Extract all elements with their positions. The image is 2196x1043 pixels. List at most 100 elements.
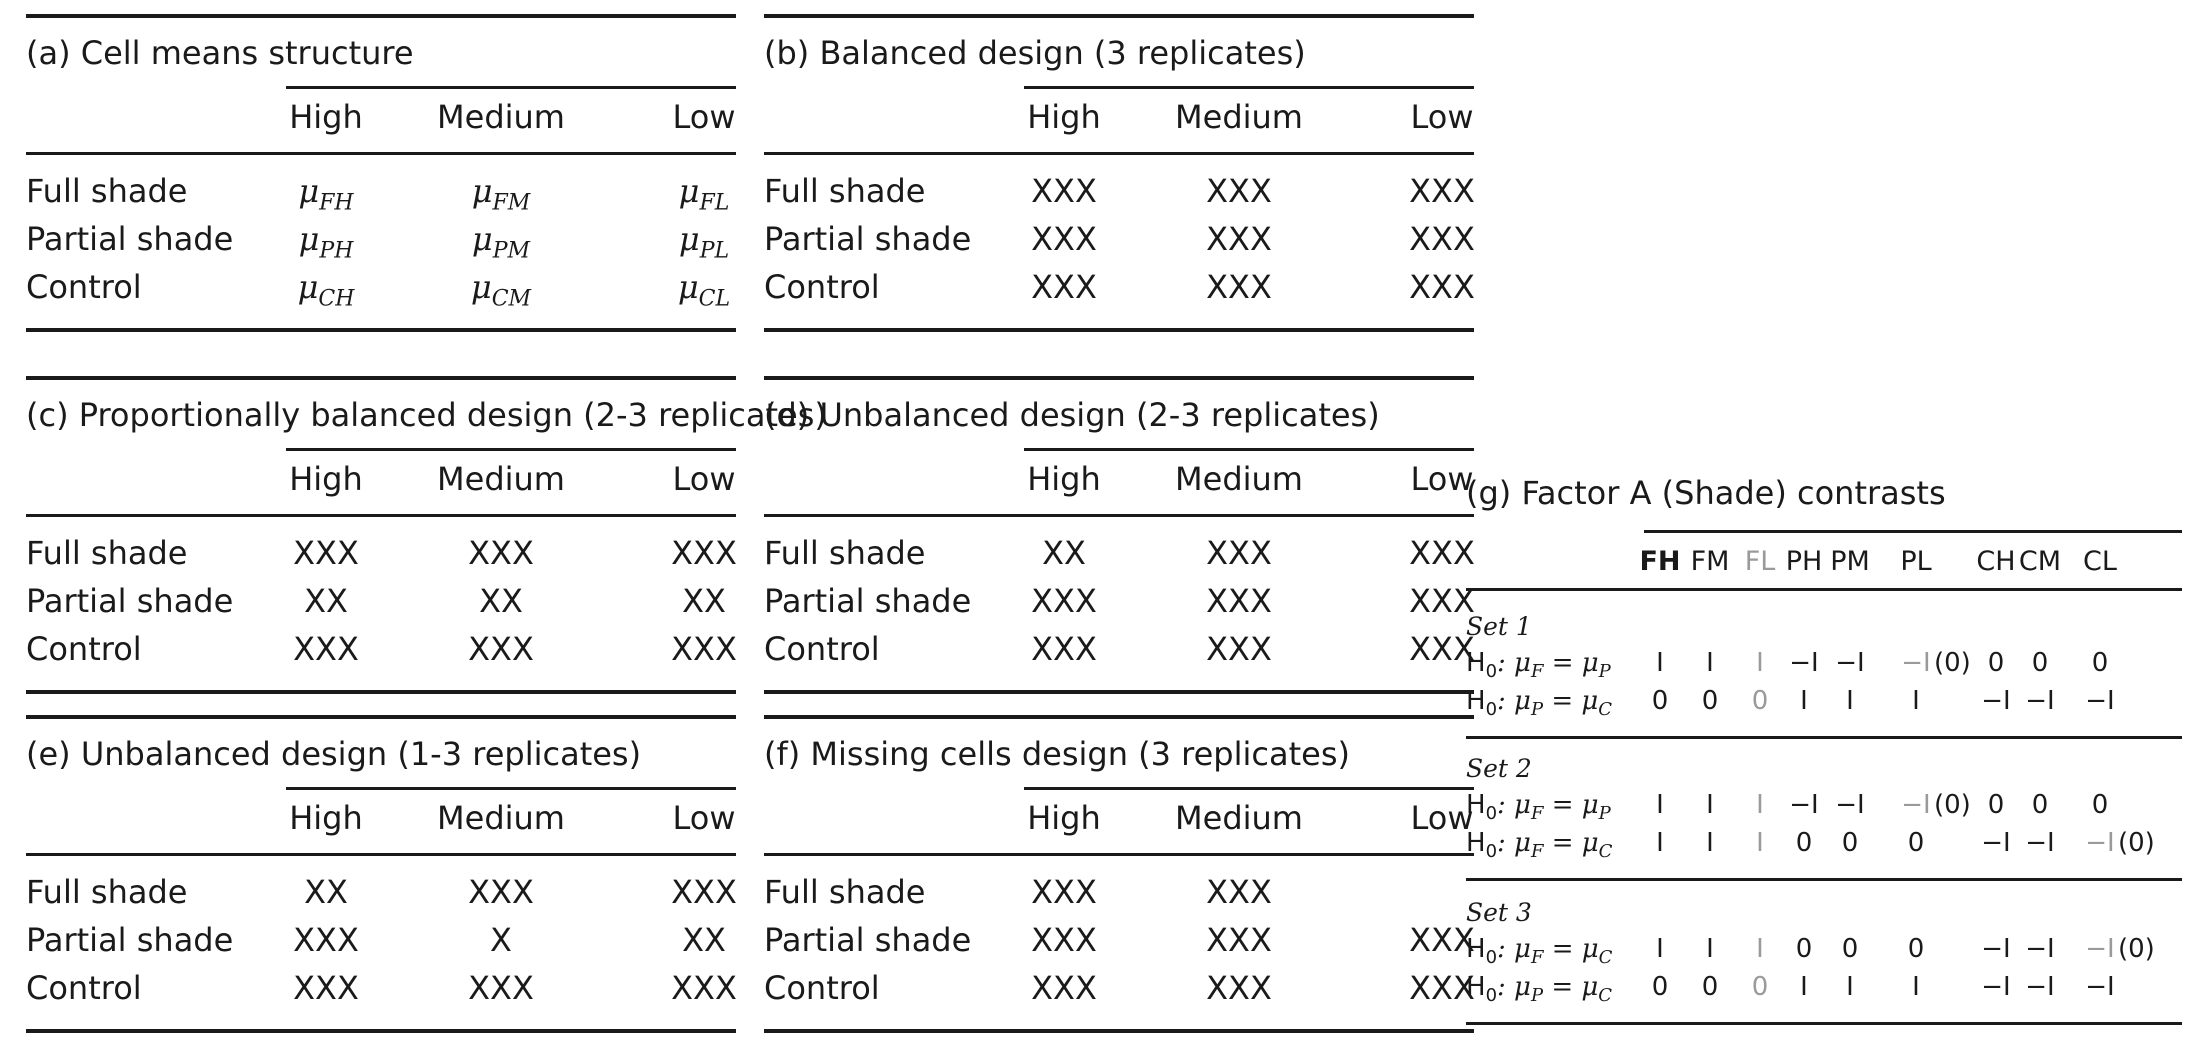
table-cell: XXX <box>1206 630 1272 668</box>
table-cell: XXX <box>468 969 534 1007</box>
header-divider <box>26 853 736 856</box>
column-header: Low <box>672 98 736 136</box>
header-rule <box>1024 86 1474 89</box>
table-cell: XXX <box>1409 268 1475 306</box>
header-divider <box>26 514 736 517</box>
top-rule <box>26 14 736 18</box>
column-header: Medium <box>437 799 565 837</box>
contrast-value: −I <box>1835 648 1865 678</box>
row-label: Full shade <box>764 172 926 210</box>
table-cell: XX <box>682 582 726 620</box>
contrast-value: 0 <box>1907 828 1925 858</box>
row-label: Control <box>764 630 880 668</box>
table-cell: XXX <box>1031 969 1097 1007</box>
table-row: Full shade XXX XXX XXX <box>764 172 1475 220</box>
contrast-value: I <box>1756 648 1764 678</box>
table-row: Control XXX XXX XXX <box>26 969 737 1017</box>
contrast-value: −I <box>2085 828 2115 858</box>
panel-title: (a) Cell means structure <box>26 34 414 72</box>
row-label: Full shade <box>764 873 926 911</box>
table-cell: μPH <box>298 220 354 264</box>
bottom-rule <box>26 1029 736 1033</box>
contrast-value: I <box>1912 686 1920 716</box>
set-divider <box>1466 736 2182 739</box>
table-cell: XXX <box>468 534 534 572</box>
table-row: Full shade XX XXX XXX <box>764 534 1475 582</box>
column-header: CM <box>2018 546 2062 577</box>
contrast-value: I <box>1656 648 1664 678</box>
table-row: Partial shade XXX XXX XXX <box>764 921 1475 969</box>
table-cell: XXX <box>1206 534 1272 572</box>
contrast-value: −I <box>2085 972 2115 1002</box>
column-header: High <box>289 799 363 837</box>
row-label: Partial shade <box>764 582 972 620</box>
table-row: Full shade μFH μFM μFL <box>26 172 736 220</box>
top-rule <box>764 715 1474 719</box>
panel-e: (e) Unbalanced design (1-3 replicates) Hi… <box>26 715 737 1033</box>
table-cell: XXX <box>671 873 737 911</box>
table-row: Full shade XX XXX XXX <box>26 873 737 921</box>
table-row: Full shade XXX XXX XXX <box>26 534 737 582</box>
table-cell: XXX <box>671 630 737 668</box>
table-cell: XXX <box>1031 873 1097 911</box>
column-header: Medium <box>1175 98 1303 136</box>
contrast-value: 0 <box>1987 648 2005 678</box>
table-cell: XXX <box>1409 969 1475 1007</box>
row-label: Control <box>26 969 142 1007</box>
table-row: Control XXX XXX XXX <box>764 268 1475 316</box>
contrast-value: −I <box>2025 828 2055 858</box>
table-cell: XX <box>479 582 523 620</box>
contrast-value: 0 <box>1841 934 1859 964</box>
table-cell: XXX <box>1409 172 1475 210</box>
bottom-rule <box>764 328 1474 332</box>
contrast-value: I <box>1706 790 1714 820</box>
table-cell: μCM <box>470 268 532 312</box>
zero-note: (0) <box>2118 934 2155 964</box>
table-cell: XXX <box>1206 873 1272 911</box>
table-cell: XXX <box>1206 172 1272 210</box>
contrast-value: I <box>1846 972 1854 1002</box>
row-label: Control <box>26 630 142 668</box>
contrast-value: I <box>1800 686 1808 716</box>
table-row: Full shade XXX XXX <box>764 873 1474 921</box>
table-cell: XXX <box>293 921 359 959</box>
contrast-value: −I <box>2085 686 2115 716</box>
set-divider <box>1466 878 2182 881</box>
contrast-value: 0 <box>2031 790 2049 820</box>
contrast-value: 0 <box>1907 934 1925 964</box>
contrast-value: 0 <box>1795 934 1813 964</box>
header-rule <box>1024 787 1474 790</box>
bottom-rule <box>26 328 736 332</box>
panel-b: (b) Balanced design (3 replicates) High Me… <box>764 14 1475 332</box>
table-cell: XXX <box>1409 582 1475 620</box>
table-row: Partial shade μPH μPM μPL <box>26 220 736 268</box>
row-label: Full shade <box>26 534 188 572</box>
zero-note: (0) <box>2118 828 2155 858</box>
table-cell: μFL <box>678 172 730 216</box>
table-cell: XXX <box>671 969 737 1007</box>
table-cell: μPM <box>471 220 531 264</box>
panel-title: (b) Balanced design (3 replicates) <box>764 34 1306 72</box>
contrast-value: I <box>1706 934 1714 964</box>
contrast-value: 0 <box>1795 828 1813 858</box>
table-cell: XXX <box>1031 582 1097 620</box>
contrast-value: −I <box>1981 686 2011 716</box>
table-cell: μFM <box>471 172 531 216</box>
contrast-value: −I <box>1835 790 1865 820</box>
table-cell: XXX <box>1206 921 1272 959</box>
table-cell: XXX <box>1409 534 1475 572</box>
top-rule <box>26 376 736 380</box>
top-rule <box>764 14 1474 18</box>
table-cell: XXX <box>293 630 359 668</box>
column-header: CH <box>1976 546 2016 577</box>
top-rule <box>26 715 736 719</box>
column-header: High <box>289 460 363 498</box>
contrast-value: 0 <box>1841 828 1859 858</box>
contrast-value: −I <box>1981 934 2011 964</box>
column-header: Low <box>672 799 736 837</box>
hypothesis-label: H0: μP = μC <box>1466 972 1613 1007</box>
contrast-value: 0 <box>1701 686 1719 716</box>
contrast-value: 0 <box>2091 790 2109 820</box>
contrast-value: 0 <box>2091 648 2109 678</box>
hypothesis-label: H0: μP = μC <box>1466 686 1613 721</box>
